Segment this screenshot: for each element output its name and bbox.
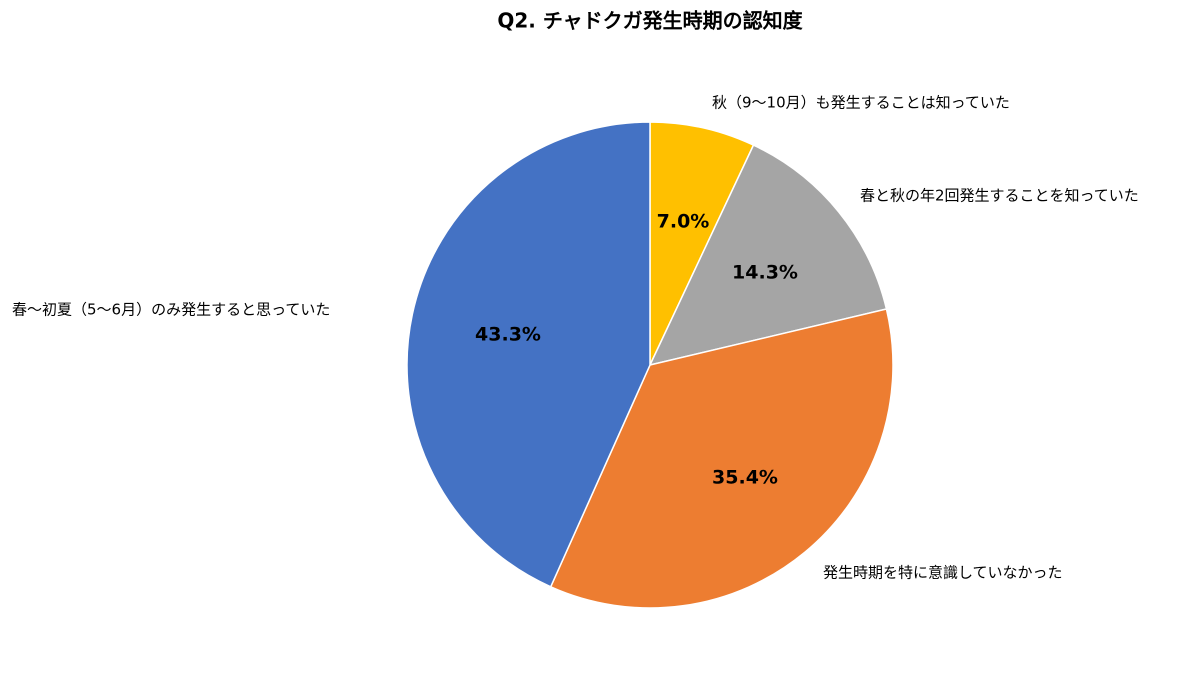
pie-slice: [649, 121, 755, 366]
pie-slice: [648, 144, 888, 367]
value-label: 14.3%: [732, 262, 798, 284]
pie-slice: [549, 308, 894, 609]
category-label: 春〜初夏（5〜6月）のみ発生すると思っていた: [12, 301, 330, 319]
category-label: 春と秋の年2回発生することを知っていた: [860, 187, 1139, 205]
value-label: 7.0%: [657, 211, 710, 233]
category-label: 発生時期を特に意識していなかった: [823, 564, 1063, 582]
value-label: 43.3%: [475, 324, 541, 346]
chart-title: Q2. チャドクガ発生時期の認知度: [497, 9, 803, 33]
pie-slice: [406, 121, 651, 588]
value-label: 35.4%: [712, 467, 778, 489]
category-label: 秋（9〜10月）も発生することは知っていた: [712, 94, 1010, 112]
